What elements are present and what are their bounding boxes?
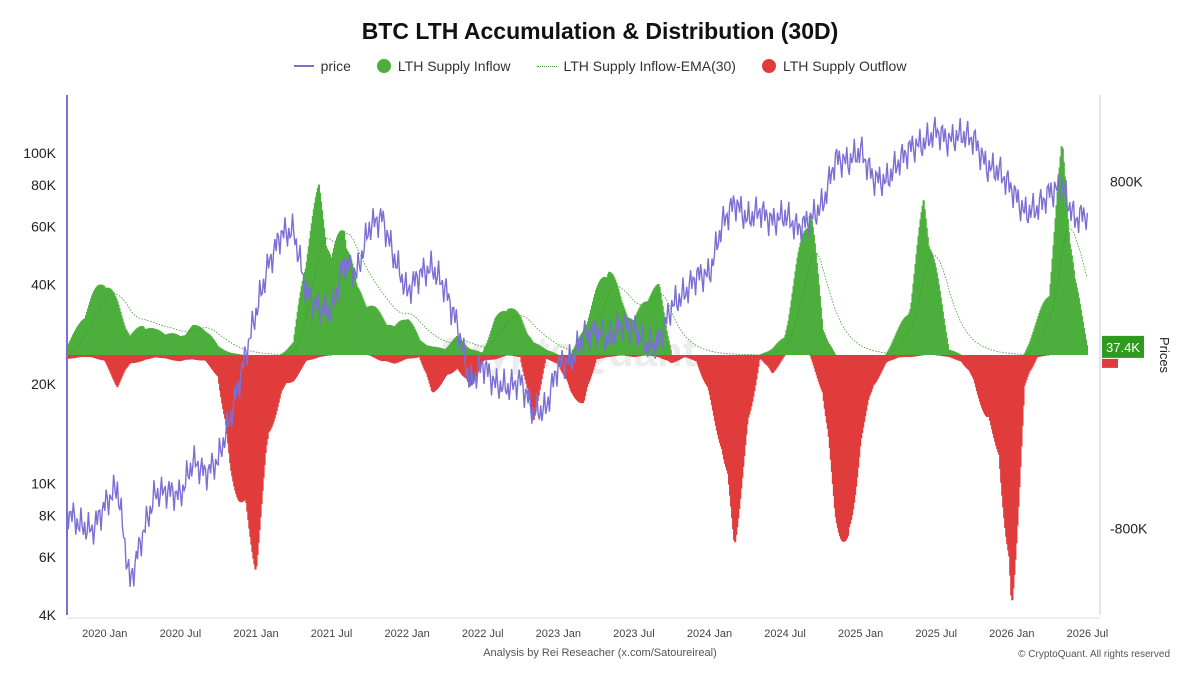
x-tick-label: 2024 Jul bbox=[764, 628, 806, 640]
outflow-bar bbox=[757, 355, 760, 367]
x-tick-label: 2023 Jul bbox=[613, 628, 655, 640]
legend-item-outflow[interactable]: LTH Supply Outflow bbox=[761, 58, 907, 74]
legend-swatch-outflow bbox=[761, 59, 776, 73]
x-tick-label: 2020 Jul bbox=[160, 628, 202, 640]
x-tick-label: 2020 Jan bbox=[82, 628, 127, 640]
x-tick-label: 2023 Jan bbox=[536, 628, 581, 640]
right-tick-label: 800K bbox=[1110, 174, 1143, 190]
left-tick-label: 80K bbox=[31, 177, 57, 193]
inflow-bar bbox=[832, 352, 836, 355]
right-tick-label: -800K bbox=[1110, 520, 1148, 536]
price-line bbox=[66, 116, 1089, 587]
attribution-text: Analysis by Rei Reseacher (x.com/Satoure… bbox=[483, 647, 717, 659]
right-axis-label: Prices bbox=[1157, 337, 1172, 374]
ema-line-layer bbox=[66, 228, 1088, 356]
left-tick-label: 10K bbox=[31, 476, 57, 492]
chart-legend: price LTH Supply Inflow LTH Supply Inflo… bbox=[0, 58, 1200, 74]
legend-label-price: price bbox=[320, 58, 351, 74]
left-tick-label: 20K bbox=[31, 376, 57, 392]
inflow-bar bbox=[555, 354, 558, 355]
left-tick-label: 40K bbox=[31, 277, 57, 293]
legend-label-inflow: LTH Supply Inflow bbox=[397, 58, 511, 74]
legend-label-inflow-ema: LTH Supply Inflow-EMA(30) bbox=[563, 58, 736, 74]
x-tick-label: 2025 Jan bbox=[838, 628, 883, 640]
inflow-bar bbox=[833, 353, 837, 355]
inflow-bar bbox=[958, 354, 962, 355]
outflow-bar bbox=[921, 355, 924, 356]
current-value-badge bbox=[1102, 335, 1144, 358]
legend-swatch-price bbox=[293, 65, 314, 67]
left-tick-label: 100K bbox=[23, 145, 56, 161]
left-tick-label: 8K bbox=[39, 508, 57, 524]
x-tick-label: 2021 Jul bbox=[311, 628, 353, 640]
current-value-label: 37.4K bbox=[1106, 340, 1140, 355]
copyright-text: © CryptoQuant. All rights reserved bbox=[1018, 649, 1170, 660]
outflow-marker bbox=[1102, 358, 1118, 368]
left-tick-label: 4K bbox=[39, 607, 57, 623]
inflow-bar bbox=[669, 349, 672, 355]
x-tick-label: 2021 Jan bbox=[233, 628, 278, 640]
legend-item-inflow[interactable]: LTH Supply Inflow bbox=[376, 58, 511, 74]
legend-item-inflow-ema[interactable]: LTH Supply Inflow-EMA(30) bbox=[536, 58, 736, 74]
axes: 4K 6K 8K 10K 20K 40K 60K 80K 100K 800K -800K Prices… bbox=[23, 95, 1172, 640]
outflow-bar bbox=[329, 355, 333, 356]
left-tick-label: 6K bbox=[39, 549, 57, 565]
outflow-bar bbox=[782, 355, 785, 358]
inflow-bar bbox=[946, 343, 949, 355]
outflow-bar bbox=[783, 355, 786, 356]
x-tick-label: 2025 Jul bbox=[915, 628, 957, 640]
legend-item-price[interactable]: price bbox=[293, 58, 351, 74]
inflow-bar bbox=[959, 354, 963, 356]
left-tick-label: 60K bbox=[31, 218, 57, 234]
price-line-layer bbox=[66, 116, 1089, 587]
legend-swatch-inflow-ema bbox=[536, 65, 557, 67]
x-tick-label: 2024 Jan bbox=[687, 628, 732, 640]
chart-title: BTC LTH Accumulation & Distribution (30D… bbox=[361, 18, 839, 44]
ema-line bbox=[66, 228, 1088, 356]
x-tick-label: 2026 Jul bbox=[1067, 628, 1109, 640]
outflow-bar bbox=[1047, 355, 1050, 356]
inflow-bar bbox=[1085, 345, 1088, 355]
x-tick-label: 2022 Jul bbox=[462, 628, 504, 640]
legend-label-outflow: LTH Supply Outflow bbox=[782, 58, 907, 74]
inflow-bar bbox=[556, 354, 559, 356]
flow-bars bbox=[65, 146, 1088, 601]
legend-swatch-inflow bbox=[376, 59, 391, 73]
x-tick-label: 2022 Jan bbox=[385, 628, 430, 640]
x-tick-label: 2026 Jan bbox=[989, 628, 1034, 640]
outflow-bar bbox=[543, 355, 546, 364]
